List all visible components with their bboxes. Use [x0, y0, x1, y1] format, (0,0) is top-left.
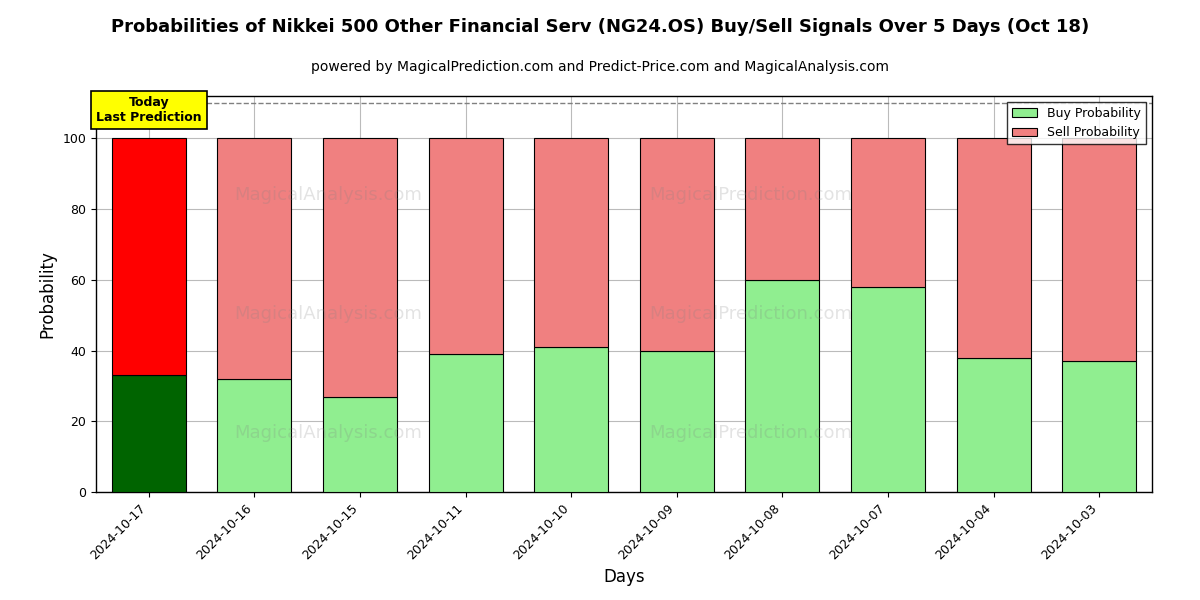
- Bar: [112, 376, 186, 492]
- Bar: [217, 379, 292, 492]
- Bar: [851, 139, 925, 287]
- Bar: [745, 139, 820, 280]
- Bar: [640, 350, 714, 492]
- Bar: [534, 139, 608, 347]
- Bar: [956, 139, 1031, 358]
- Legend: Buy Probability, Sell Probability: Buy Probability, Sell Probability: [1007, 102, 1146, 145]
- X-axis label: Days: Days: [604, 568, 644, 586]
- Bar: [851, 287, 925, 492]
- Text: MagicalAnalysis.com: MagicalAnalysis.com: [234, 186, 422, 204]
- Bar: [1062, 139, 1136, 361]
- Bar: [745, 280, 820, 492]
- Bar: [323, 139, 397, 397]
- Text: MagicalAnalysis.com: MagicalAnalysis.com: [234, 305, 422, 323]
- Bar: [640, 139, 714, 350]
- Text: MagicalPrediction.com: MagicalPrediction.com: [649, 424, 852, 442]
- Text: Probabilities of Nikkei 500 Other Financial Serv (NG24.OS) Buy/Sell Signals Over: Probabilities of Nikkei 500 Other Financ…: [110, 18, 1090, 36]
- Bar: [534, 347, 608, 492]
- Bar: [428, 354, 503, 492]
- Text: MagicalPrediction.com: MagicalPrediction.com: [649, 186, 852, 204]
- Y-axis label: Probability: Probability: [38, 250, 56, 338]
- Bar: [217, 139, 292, 379]
- Bar: [428, 139, 503, 354]
- Text: powered by MagicalPrediction.com and Predict-Price.com and MagicalAnalysis.com: powered by MagicalPrediction.com and Pre…: [311, 60, 889, 74]
- Text: MagicalPrediction.com: MagicalPrediction.com: [649, 305, 852, 323]
- Text: Today
Last Prediction: Today Last Prediction: [96, 96, 202, 124]
- Bar: [956, 358, 1031, 492]
- Bar: [1062, 361, 1136, 492]
- Bar: [323, 397, 397, 492]
- Bar: [112, 139, 186, 376]
- Text: MagicalAnalysis.com: MagicalAnalysis.com: [234, 424, 422, 442]
